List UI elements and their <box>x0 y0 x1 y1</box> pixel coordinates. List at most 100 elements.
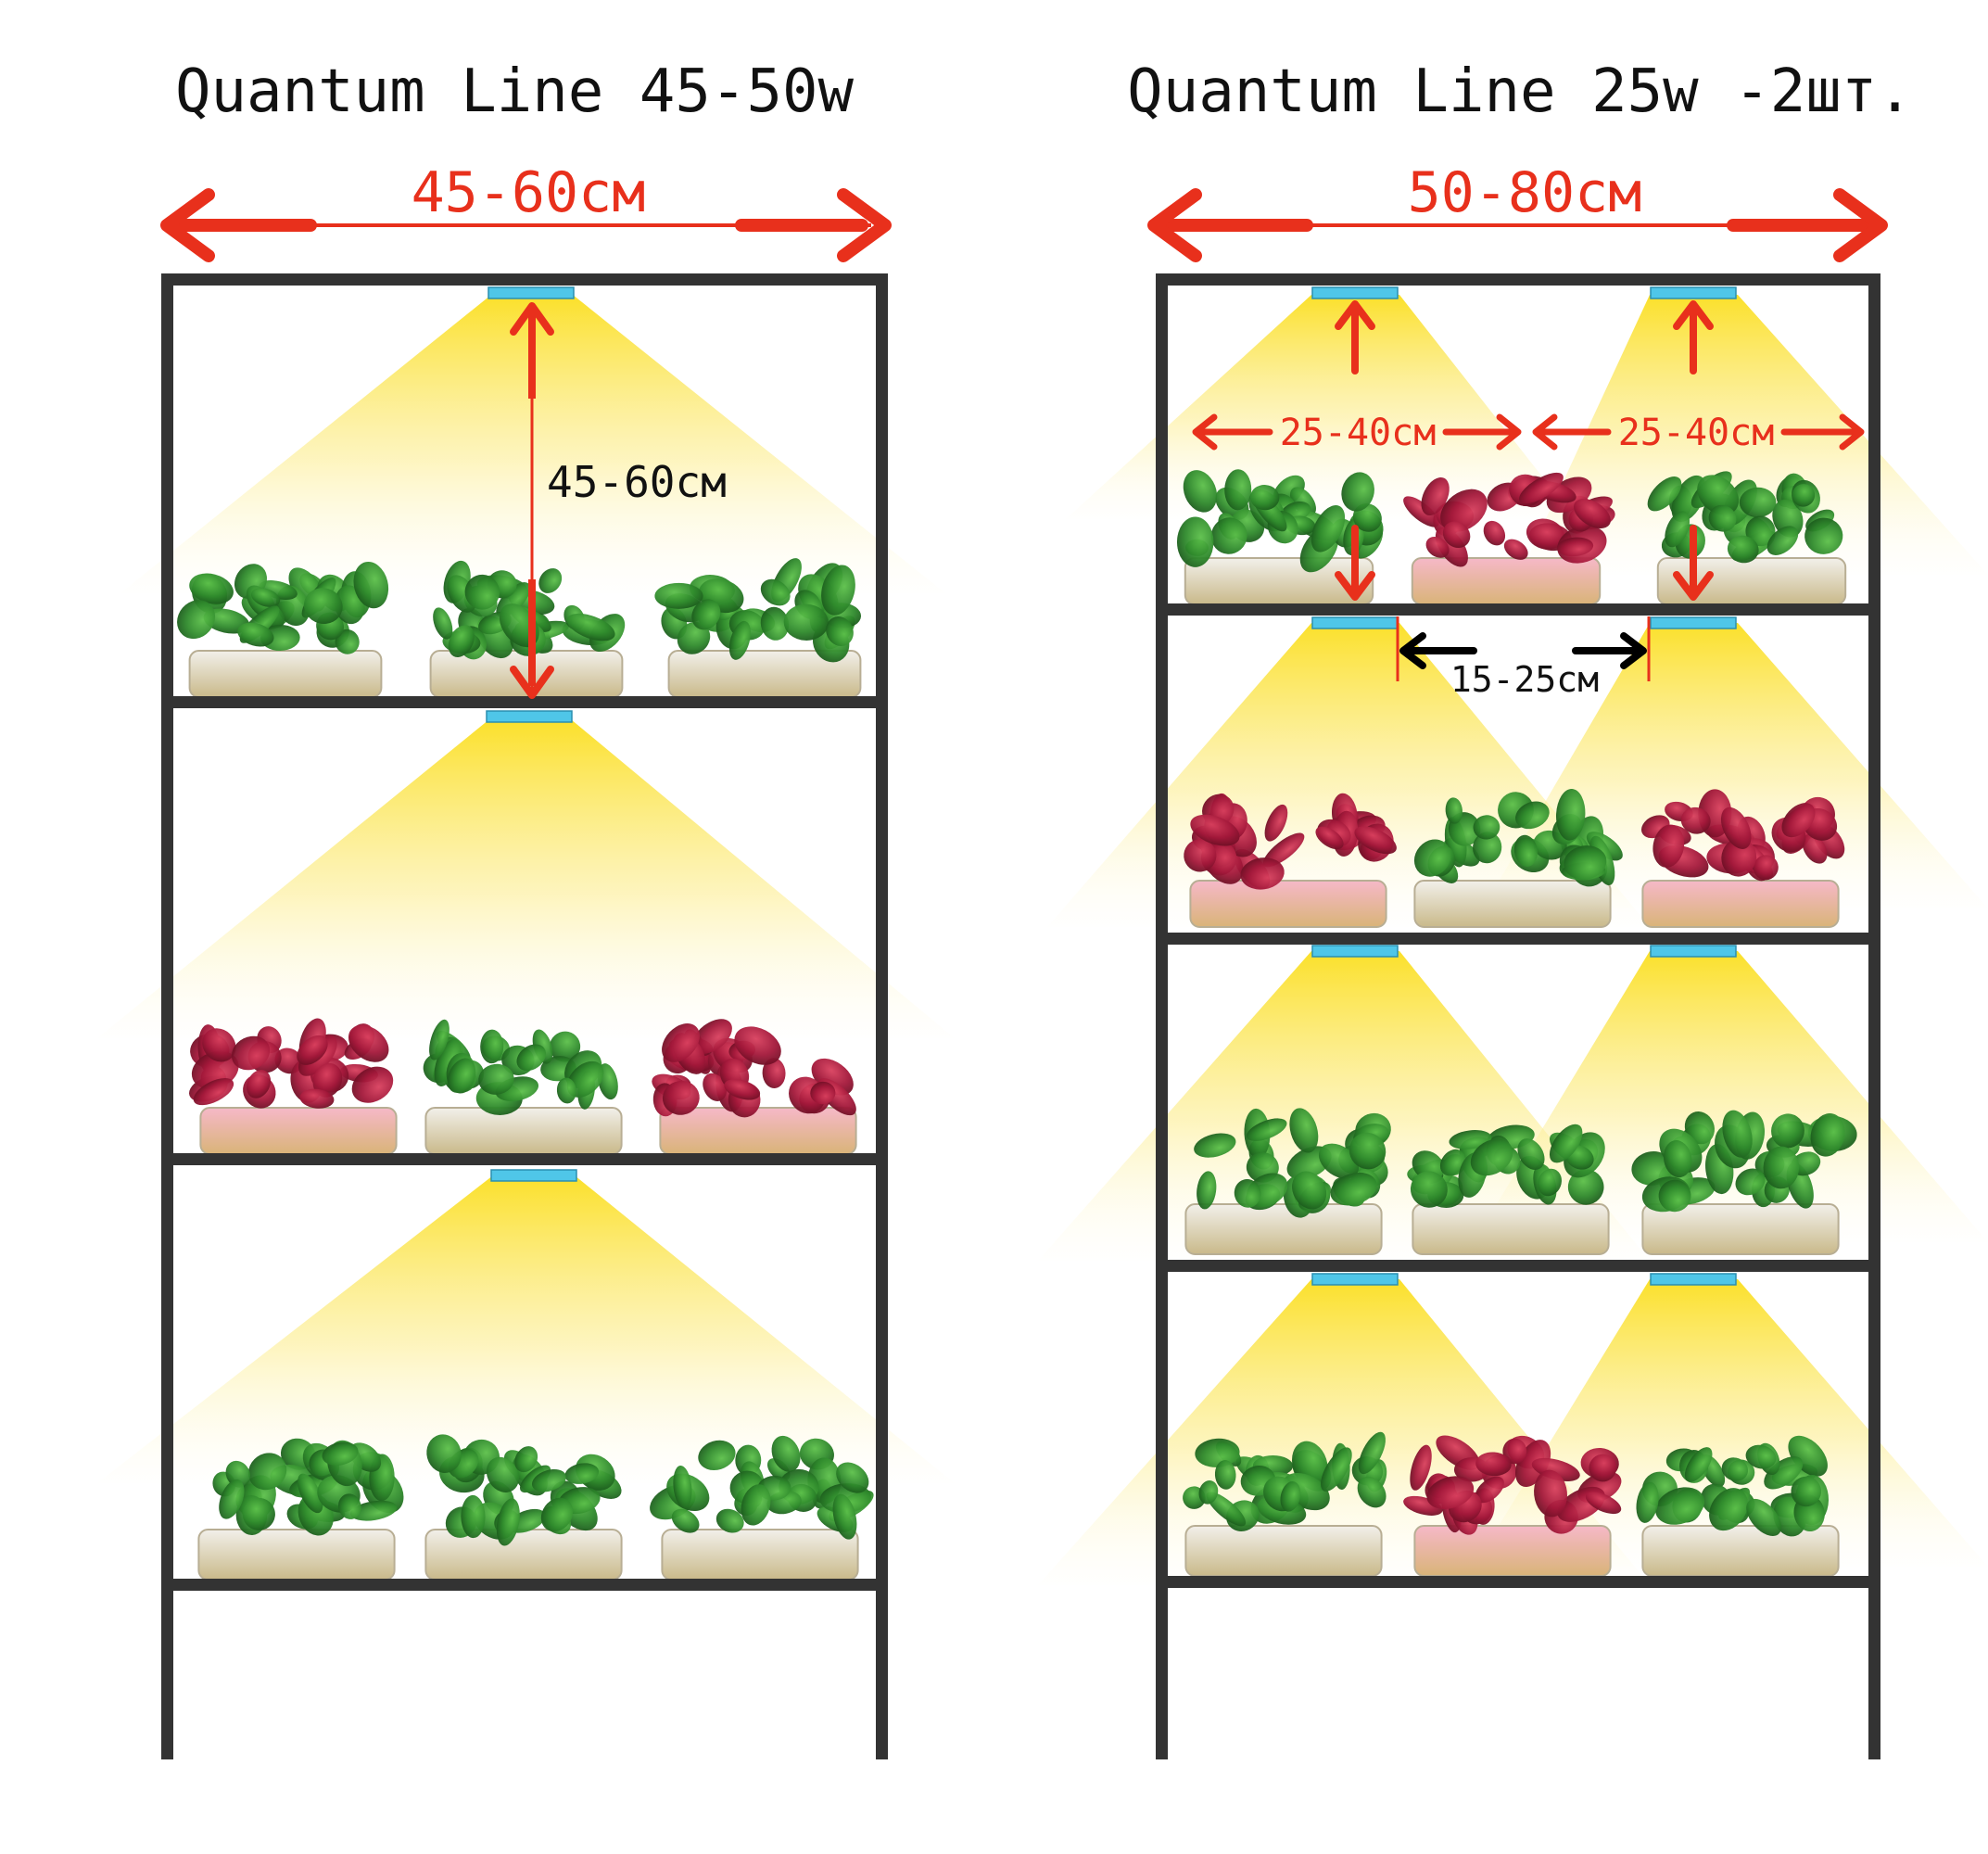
light-beam <box>1483 623 1988 908</box>
height-arrowhead-bottom <box>510 666 554 699</box>
green-microgreen-tray <box>177 561 389 698</box>
tray <box>199 1107 398 1155</box>
green-microgreen-tray <box>1631 1110 1857 1255</box>
green-microgreen-tray <box>1647 471 1847 605</box>
red-microgreen-tray <box>1403 472 1615 605</box>
right-width-dimension: 50-80см <box>1147 160 1888 262</box>
tray <box>188 650 383 698</box>
led-bar <box>1650 616 1737 629</box>
frame-post-right <box>1868 273 1880 1759</box>
light-beam <box>97 1175 955 1483</box>
left-rack: 45-60см <box>97 273 955 1759</box>
led-bar <box>1311 1273 1399 1286</box>
tray <box>1184 1203 1383 1255</box>
foliage <box>212 1438 404 1536</box>
frame-post-right <box>876 273 888 1759</box>
left-frame <box>161 273 888 1759</box>
green-microgreen-tray <box>424 1434 623 1581</box>
red-microgreen-tray <box>1641 789 1845 928</box>
right-tray-row-3 <box>1184 1108 1857 1255</box>
tray <box>1189 880 1387 928</box>
foliage <box>1176 469 1384 573</box>
foliage <box>1184 793 1397 890</box>
foliage <box>433 560 626 660</box>
foliage <box>189 1018 394 1109</box>
shelf <box>161 1153 888 1165</box>
led-bar <box>1311 616 1399 629</box>
spread-label-left: 25-40см <box>1280 412 1437 454</box>
spread-arrowhead <box>1192 413 1218 451</box>
frame-top <box>1156 273 1880 286</box>
left-width-arrowhead-left <box>160 188 215 262</box>
green-microgreen-tray <box>1183 1431 1387 1577</box>
shelf <box>1156 603 1880 616</box>
foliage <box>1194 1108 1391 1218</box>
gap-arrowhead-left <box>1399 632 1426 669</box>
foliage <box>1183 1431 1387 1531</box>
tray <box>1411 557 1602 605</box>
foliage <box>1641 789 1845 882</box>
spread-label-right: 25-40см <box>1618 412 1775 454</box>
spread-dimension-right: 25-40см <box>1532 412 1865 454</box>
tray <box>424 1529 623 1581</box>
foliage <box>1407 1124 1605 1208</box>
tray <box>1641 1203 1840 1255</box>
shelf <box>1156 933 1880 945</box>
left-height-dimension: 45-60см <box>510 302 727 699</box>
left-led-bars <box>486 286 577 1182</box>
foliage <box>1403 1435 1622 1535</box>
foliage <box>423 1019 618 1115</box>
gap-arrowhead-right <box>1620 632 1647 669</box>
green-microgreen-tray <box>197 1438 404 1581</box>
gap-label: 15-25см <box>1450 659 1599 700</box>
light-beam <box>97 719 955 1038</box>
led-bar <box>1650 286 1737 299</box>
foliage <box>426 1434 622 1546</box>
down-arrowhead-right <box>1673 571 1714 601</box>
green-microgreen-tray <box>650 1435 874 1581</box>
led-bar <box>1311 945 1399 958</box>
led-bar <box>1650 945 1737 958</box>
right-tray-row-1 <box>1176 469 1847 605</box>
green-microgreen-tray <box>1176 469 1384 605</box>
spread-arrowhead <box>1532 413 1558 451</box>
tray <box>1184 1525 1383 1577</box>
tray <box>661 1529 859 1581</box>
led-bar <box>486 710 573 723</box>
foliage <box>650 1435 874 1540</box>
shelf <box>1156 1576 1880 1588</box>
left-tray-row-1 <box>177 558 862 698</box>
tray <box>1641 1525 1840 1577</box>
frame-top <box>161 273 888 286</box>
foliage <box>1413 788 1623 887</box>
right-led-bars <box>1311 286 1737 1286</box>
frame-post-left <box>161 273 173 1759</box>
green-microgreen-tray <box>1636 1435 1840 1577</box>
foliage <box>1403 472 1615 567</box>
light-beam <box>1038 951 1650 1261</box>
tray <box>1412 1203 1610 1255</box>
foliage <box>654 558 862 663</box>
down-arrowhead-left <box>1335 571 1375 601</box>
led-bar <box>1311 286 1399 299</box>
tray <box>197 1529 396 1581</box>
shelf <box>161 696 888 708</box>
left-tray-row-3 <box>197 1434 874 1581</box>
led-bar <box>488 286 575 299</box>
up-arrowhead-right <box>1673 300 1714 330</box>
led-bar <box>490 1169 577 1182</box>
right-tray-row-2 <box>1184 788 1845 928</box>
gap-dimension: 15-25см <box>1396 616 1651 700</box>
green-microgreen-tray <box>1413 788 1623 928</box>
red-microgreen-tray <box>1184 793 1397 928</box>
green-microgreen-tray <box>1407 1124 1610 1255</box>
spread-dimension-left: 25-40см <box>1192 412 1522 454</box>
shelf <box>1156 1260 1880 1272</box>
tray <box>1413 880 1612 928</box>
right-width-arrowhead-left <box>1147 188 1202 262</box>
led-bar <box>1650 1273 1737 1286</box>
red-microgreen-tray <box>1403 1435 1622 1577</box>
foliage <box>652 1019 856 1118</box>
left-tray-row-2 <box>189 1018 857 1155</box>
right-title: Quantum Line 25w -2шт. <box>1127 57 1913 126</box>
